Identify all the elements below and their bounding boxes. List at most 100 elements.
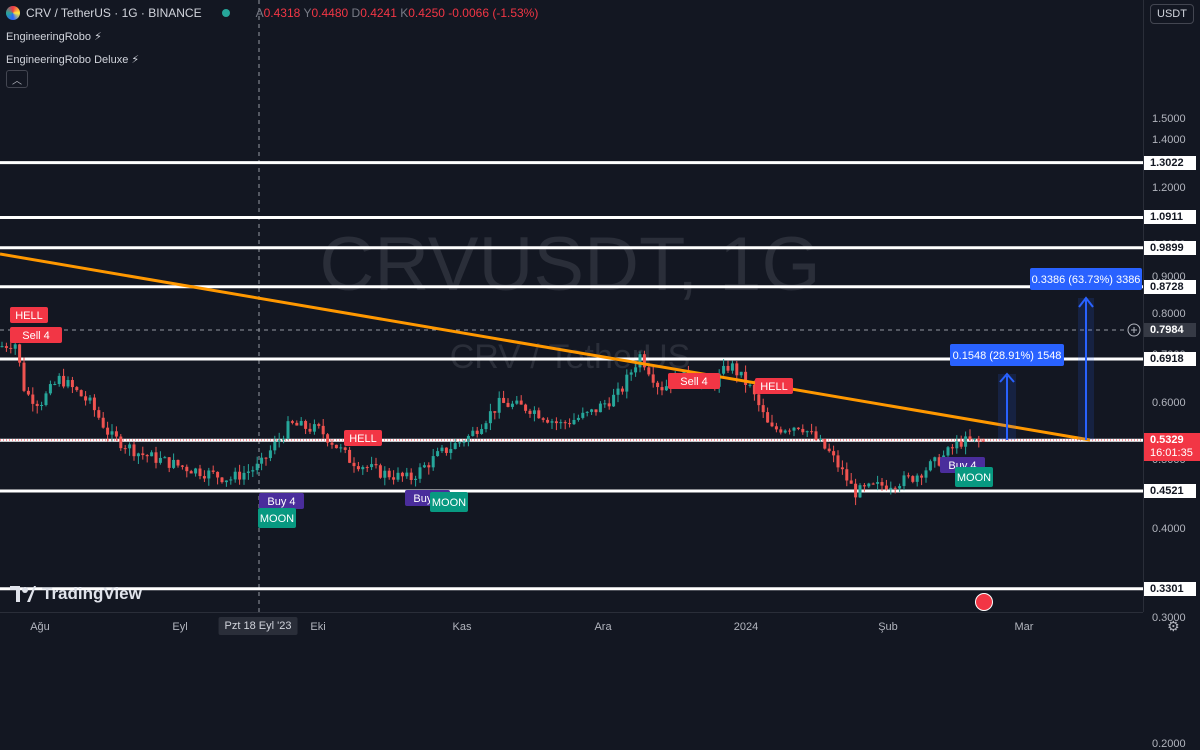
candle-body [242,472,246,480]
candle-body [365,467,369,469]
currency-button[interactable]: USDT [1150,4,1194,24]
level-label: 1.3022 [1144,155,1196,170]
candle-body [392,477,396,480]
symbol-title[interactable]: CRV / TetherUS · 1G · BINANCE [26,6,202,20]
ohlc-key: D [351,6,361,20]
candle-body [480,429,484,434]
candle-body [546,419,550,423]
hell-signal-tag: HELL [344,430,382,446]
candle-body [836,455,840,468]
candle-body [959,441,963,447]
candle-body [453,443,457,450]
candle-body [229,479,233,481]
candle-body [550,421,554,423]
time-tick: Ara [594,621,612,633]
candle-body [154,452,158,463]
candle-body [792,427,796,431]
time-tick: 2024 [733,621,759,633]
candle-body [370,464,374,468]
tradingview-logo[interactable]: TradingView [10,584,142,604]
candle-body [761,405,765,413]
candle-body [647,367,651,375]
sell-signal-tag: Sell 4 [10,327,62,343]
bar-countdown: 16:01:35 [1150,447,1193,459]
candle-body [198,468,202,477]
candle-body [330,442,334,445]
indicator-2[interactable]: EngineeringRobo Deluxe ⚡ [6,54,140,66]
candle-body [779,429,783,433]
candle-body [220,477,224,483]
measure-tool-small[interactable]: 0.1548 (28.91%) 1548 [950,344,1064,440]
hell-signal-tag: HELL [10,307,48,323]
candle-body [352,462,356,467]
candle-body [110,431,114,435]
price-axis[interactable]: 1.50001.40001.30001.20001.10001.00000.90… [1143,0,1200,750]
crosshair-time-label: Pzt 18 Eyl '23 [218,617,298,635]
candle-body [946,447,950,456]
candle-body [774,426,778,430]
candle-body [101,417,105,428]
candle-body [554,421,558,424]
price-tick: 0.4000 [1152,523,1186,536]
candle-body [326,434,330,443]
price-tick: 1.5000 [1152,112,1186,125]
candle-body [26,390,30,395]
candle-body [603,403,607,405]
collapse-legend-button[interactable]: ︿ [6,70,28,88]
signal-text: Buy 4 [267,496,295,508]
candle-body [796,427,800,429]
us-flag-icon[interactable] [975,593,993,611]
candle-body [75,387,79,391]
candle-body [541,418,545,420]
candle-body [656,382,660,388]
indicator-1[interactable]: EngineeringRobo ⚡ [6,31,102,43]
candle-body [629,372,633,375]
trend-line [0,252,1091,442]
candle-body [730,363,734,371]
candle-body [634,367,638,373]
candle-body [475,430,479,434]
candle-body [827,448,831,452]
candle-body [202,476,206,479]
candle-body [620,388,624,392]
candle-body [123,448,127,450]
sell-signal-tag: Sell 4 [668,373,720,389]
candle-body [436,451,440,457]
level-label: 1.0911 [1144,210,1196,225]
ohlc-value: 0.4318 [263,6,304,20]
current-price-value: 0.5329 [1150,434,1184,446]
candle-body [612,394,616,407]
level-label: 0.3301 [1144,581,1196,596]
candle-body [167,457,171,468]
candle-body [805,431,809,433]
add-alert-icon[interactable] [1127,323,1141,337]
candle-body [88,397,92,401]
candle-body [334,444,338,449]
time-tick: Kas [452,621,472,633]
price-tick: 0.8000 [1152,307,1186,320]
candle-body [493,411,497,413]
candle-body [854,483,858,498]
candle-body [818,438,822,440]
candle-body [915,475,919,482]
candle-body [194,468,198,474]
candle-body [9,347,13,349]
measure-tool-large[interactable]: 0.3386 (63.73%) 3386 [1030,268,1142,440]
candle-body [858,485,862,498]
candle-body [255,463,259,471]
price-chart[interactable]: CRVUSDT, 1G CRV / TetherUS 0.3386 (63.73… [0,0,1143,612]
time-tick: Mar [1014,621,1034,633]
candle-body [163,457,167,459]
candle-body [356,466,360,470]
candle-body [576,417,580,420]
candle-body [739,371,743,376]
gear-icon[interactable]: ⚙ [1167,618,1180,634]
candle-body [898,486,902,489]
chevron-up-icon: ︿ [12,75,22,87]
candle-body [884,485,888,490]
candle-body [572,419,576,425]
candle-body [832,451,836,456]
moon-signal-tag: MOON [955,467,993,487]
time-axis[interactable]: Ağu Eyl Pzt 18 Eyl '23 Eki Kas Ara 2024 Şub Mar [0,612,1143,643]
candle-body [396,472,400,480]
